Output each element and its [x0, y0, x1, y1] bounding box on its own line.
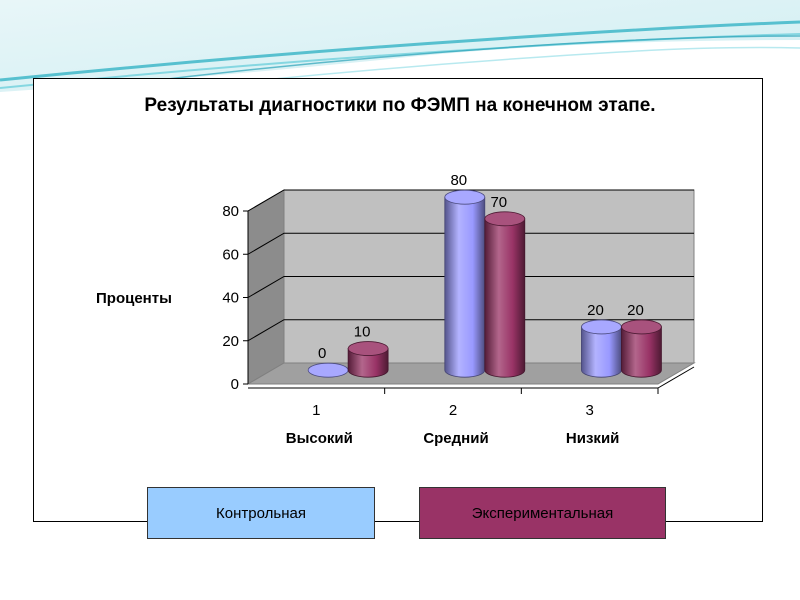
bar-top [444, 189, 486, 205]
data-label: 20 [627, 302, 644, 319]
chart-title: Результаты диагностики по ФЭМП на конечн… [144, 95, 656, 116]
x-tick-label: 2 [449, 402, 457, 419]
category-name: Высокий [286, 430, 353, 447]
y-axis-label: Проценты [96, 290, 172, 307]
y-tick-label: 60 [222, 246, 239, 263]
gridline [247, 189, 694, 212]
gridline [247, 276, 694, 298]
bar [621, 326, 662, 378]
category-name: Средний [423, 430, 488, 447]
data-label: 0 [318, 345, 326, 362]
data-label: 80 [450, 172, 467, 189]
bar-top [621, 319, 662, 335]
data-label: 20 [587, 302, 604, 319]
bar-top [581, 319, 622, 335]
legend-label-experimental: Экспериментальная [471, 504, 614, 522]
bar-top [484, 211, 526, 227]
bar [444, 196, 486, 378]
legend-item-control: Контрольная [147, 487, 375, 539]
x-tick-label: 3 [585, 402, 593, 419]
bar-top [347, 341, 389, 356]
data-label: 10 [354, 324, 371, 341]
category-name: Низкий [566, 430, 619, 447]
x-axis-depth [657, 366, 695, 389]
legend-label-control: Контрольная [216, 504, 306, 522]
y-tick-label: 0 [231, 376, 239, 393]
bar [347, 348, 389, 378]
data-label: 70 [490, 194, 507, 211]
gridline [247, 232, 694, 255]
bar [581, 326, 622, 378]
y-tick-label: 80 [222, 203, 239, 220]
bar [484, 218, 526, 378]
bar [307, 362, 349, 378]
x-tick-label: 1 [312, 402, 320, 419]
y-tick-label: 20 [222, 333, 239, 350]
legend-item-experimental: Экспериментальная [419, 487, 666, 539]
y-tick-label: 40 [222, 290, 239, 307]
gridline [247, 319, 694, 342]
